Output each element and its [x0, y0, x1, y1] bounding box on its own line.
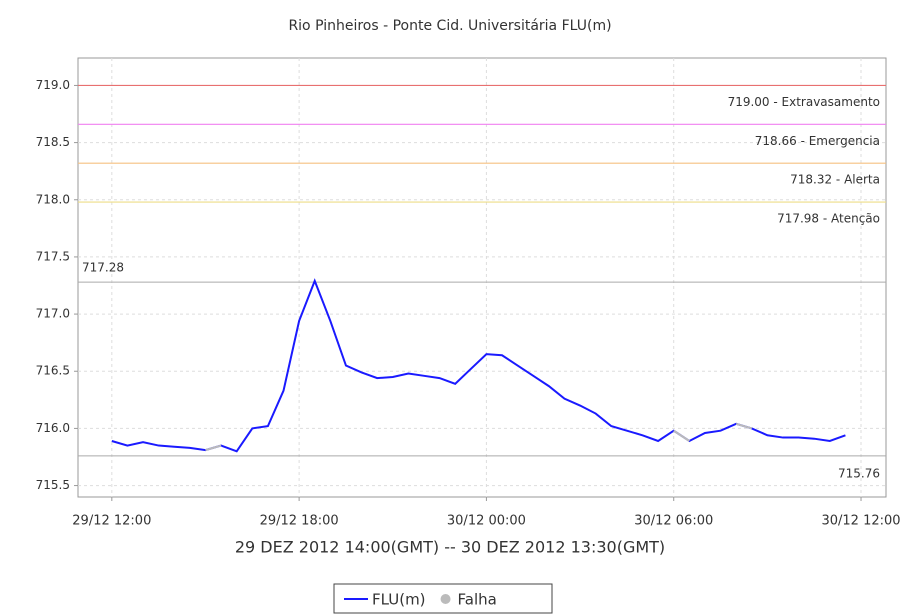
x-axis-label: 29 DEZ 2012 14:00(GMT) -- 30 DEZ 2012 13…: [235, 538, 665, 557]
y-tick-label: 719.0: [36, 78, 70, 92]
y-tick-label: 715.5: [36, 478, 70, 492]
min-line-label: 715.76: [838, 466, 880, 480]
threshold-label: 718.32 - Alerta: [790, 173, 880, 187]
series-line: [111, 278, 846, 453]
legend-label: Falha: [458, 591, 497, 609]
series-group: [111, 278, 846, 453]
x-tick-label: 30/12 00:00: [447, 514, 526, 529]
threshold-label: 719.00 - Extravasamento: [728, 95, 880, 109]
threshold-label: 717.98 - Atenção: [777, 212, 880, 226]
threshold-label: 718.66 - Emergencia: [755, 134, 880, 148]
series-line: [205, 444, 222, 452]
x-tick-label: 30/12 12:00: [821, 514, 900, 529]
legend-box: [333, 583, 553, 614]
x-tick-label: 29/12 18:00: [260, 514, 339, 529]
y-tick-label: 716.0: [36, 421, 70, 435]
y-tick-label: 717.5: [36, 249, 70, 263]
series-line: [735, 422, 753, 430]
legend-swatch: [440, 594, 451, 604]
y-tick-label: 717.0: [36, 307, 70, 321]
x-tick-label: 29/12 12:00: [72, 514, 151, 529]
y-tick-label: 716.5: [36, 364, 70, 378]
x-tick-label: 30/12 06:00: [634, 514, 713, 529]
y-tick-label: 718.5: [36, 135, 70, 149]
legend-label: FLU(m): [372, 591, 426, 609]
y-tick-label: 718.0: [36, 192, 70, 206]
chart-title: Rio Pinheiros - Ponte Cid. Universitária…: [288, 18, 611, 34]
plot-frame: [77, 57, 887, 498]
max-line-label: 717.28: [82, 261, 124, 275]
series-line: [673, 429, 690, 442]
